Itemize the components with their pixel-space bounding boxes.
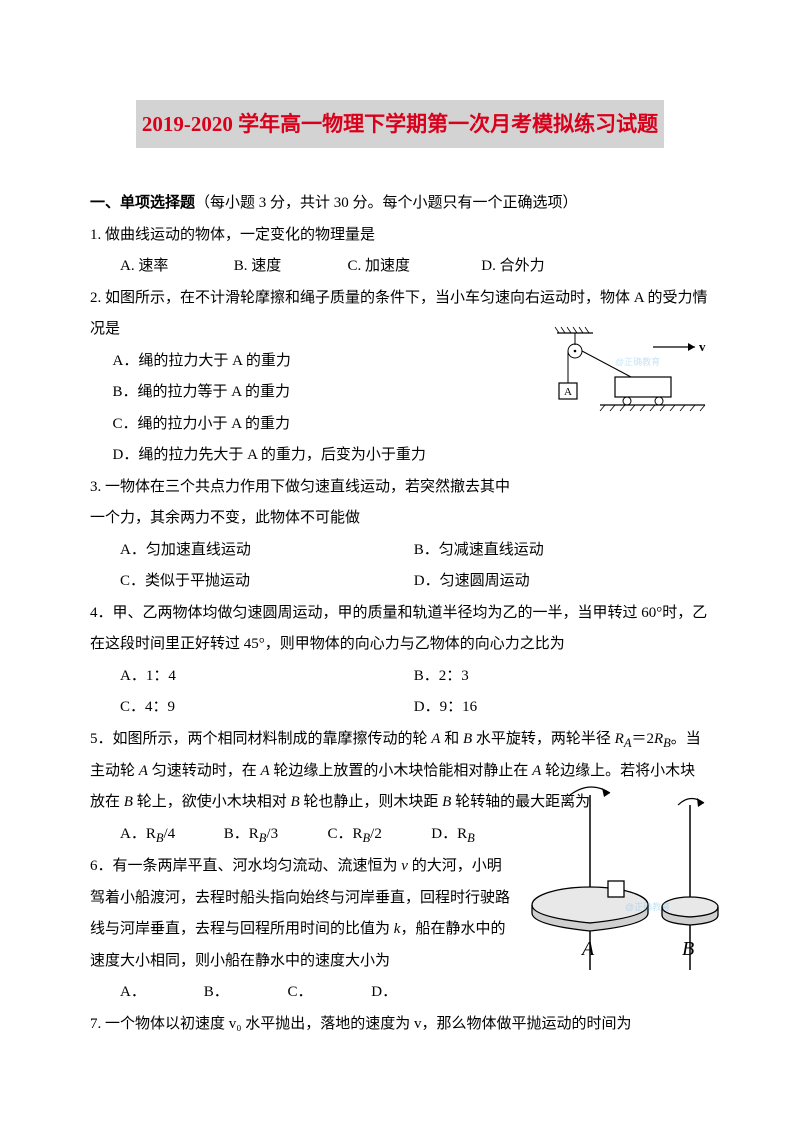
q1-option-b: B. 速度	[234, 251, 344, 283]
q5-text-6: 轮边缘上放置的小木块恰能相对静止在	[270, 763, 533, 779]
q5d-sub: B	[467, 831, 475, 845]
q6-text-1: 6．有一条两岸平直、河水均匀流动、流速恒为	[90, 858, 401, 874]
page-title: 2019-2020 学年高一物理下学期第一次月考模拟练习试题	[136, 100, 664, 148]
q5-RB-sub: B	[663, 736, 671, 750]
q4-option-b: B．2：3	[414, 661, 469, 693]
fig1-label-v: v	[699, 339, 706, 354]
q6-v: v	[401, 858, 408, 874]
q5-i-A2: A	[139, 763, 148, 779]
q4-option-a: A．1：4	[120, 661, 410, 693]
q5-text-9: 轮也静止，则木块距	[300, 794, 443, 810]
title-container: 2019-2020 学年高一物理下学期第一次月考模拟练习试题	[90, 100, 710, 148]
q4-options-row1: A．1：4 B．2：3	[90, 661, 710, 693]
q1-option-c: C. 加速度	[348, 251, 478, 283]
q3-option-c: C．类似于平抛运动	[120, 566, 410, 598]
q5a-pre: A．R	[120, 826, 156, 842]
q3-option-a: A．匀加速直线运动	[120, 535, 410, 567]
q7-stem: 7. 一个物体以初速度 v₀ 水平抛出，落地的速度为 v，那么物体做平抛运动的时…	[90, 1009, 710, 1041]
figure-pulley-cart: A v @正确教育	[545, 325, 710, 420]
q3-option-d: D．匀速圆周运动	[414, 566, 530, 598]
section-1-note: （每小题 3 分，共计 30 分。每个小题只有一个正确选项）	[195, 195, 578, 211]
fig1-watermark: @正确教育	[615, 356, 660, 367]
q4-options-row2: C．4：9 D．9：16	[90, 692, 710, 724]
q5-text-2: 和	[440, 731, 463, 747]
q5-i-B4: B	[442, 794, 451, 810]
q5-i-B3: B	[290, 794, 299, 810]
q5-i-B2: B	[124, 794, 133, 810]
q1-option-d: D. 合外力	[481, 251, 544, 283]
q3-options-row1: A．匀加速直线运动 B．匀减速直线运动	[90, 535, 710, 567]
q5-RB: R	[654, 731, 663, 747]
fig2-watermark: @正确教育	[625, 901, 670, 912]
q5c-suf: /2	[370, 826, 382, 842]
q5c-sub: B	[363, 831, 371, 845]
q5c-pre: C．R	[328, 826, 363, 842]
q5-text-5: 匀速转动时，在	[148, 763, 261, 779]
q6-option-d: D．	[371, 977, 397, 1009]
q5-option-b: B．RB/3	[224, 819, 324, 851]
figure-rotating-discs: A B @正确教育	[530, 775, 720, 975]
q6-options: A． B． C． D．	[90, 977, 710, 1009]
q1-option-a: A. 速率	[120, 251, 230, 283]
q6-option-b: B．	[204, 977, 284, 1009]
q4-option-d: D．9：16	[414, 692, 477, 724]
q5b-pre: B．R	[224, 826, 259, 842]
fig2-label-b: B	[682, 938, 694, 960]
q3-stem-line2: 一个力，其余两力不变，此物体不可能做	[90, 503, 710, 535]
fig1-label-a: A	[564, 386, 572, 398]
section-1-header-line: 一、单项选择题（每小题 3 分，共计 30 分。每个小题只有一个正确选项）	[90, 188, 710, 220]
q3-options-row2: C．类似于平抛运动 D．匀速圆周运动	[90, 566, 710, 598]
q3-option-b: B．匀减速直线运动	[414, 535, 544, 567]
q6-option-a: A．	[120, 977, 200, 1009]
q5a-suf: /4	[163, 826, 175, 842]
q4-stem: 4．甲、乙两物体均做匀速圆周运动，甲的质量和轨道半径均为乙的一半，当甲转过 60…	[90, 598, 710, 661]
q5-text-1: 5．如图所示，两个相同材料制成的靠摩擦传动的轮	[90, 731, 431, 747]
q2-option-d: D．绳的拉力先大于 A 的重力，后变为小于重力	[90, 440, 710, 472]
q6-option-c: C．	[288, 977, 368, 1009]
q5-eq: ＝2	[631, 731, 654, 747]
exam-page: 2019-2020 学年高一物理下学期第一次月考模拟练习试题 一、单项选择题（每…	[0, 0, 800, 1080]
q1-stem: 1. 做曲线运动的物体，一定变化的物理量是	[90, 220, 710, 252]
q5-i-B1: B	[463, 731, 472, 747]
q5-RA: R	[615, 731, 624, 747]
q5d-pre: D．R	[431, 826, 467, 842]
section-1-header: 一、单项选择题	[90, 195, 195, 211]
q4-option-c: C．4：9	[120, 692, 410, 724]
q3-stem-line1: 3. 一物体在三个共点力作用下做匀速直线运动，若突然撤去其中	[90, 472, 710, 504]
q5-option-d: D．RB	[431, 819, 474, 851]
q5-text-3: 水平旋转，两轮半径	[472, 731, 615, 747]
fig2-label-a: A	[580, 938, 595, 960]
q1-options: A. 速率 B. 速度 C. 加速度 D. 合外力	[90, 251, 710, 283]
q5b-suf: /3	[266, 826, 278, 842]
q5-option-a: A．RB/4	[120, 819, 220, 851]
q5-i-A3: A	[260, 763, 269, 779]
q5-text-8: 轮上，欲使小木块相对	[133, 794, 291, 810]
q5-option-c: C．RB/2	[328, 819, 428, 851]
